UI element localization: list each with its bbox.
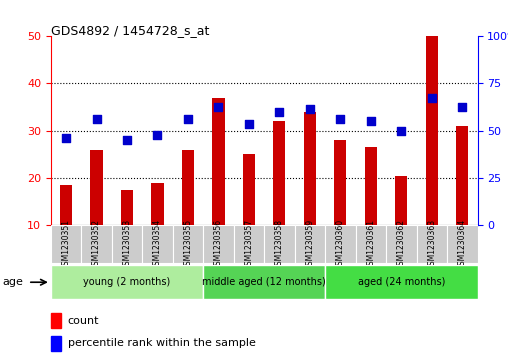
Bar <box>365 147 377 225</box>
Text: young (2 months): young (2 months) <box>83 277 171 287</box>
Bar <box>273 121 285 225</box>
Bar <box>51 336 61 351</box>
Text: GSM1230357: GSM1230357 <box>244 219 253 270</box>
Bar <box>90 150 103 225</box>
Bar <box>325 265 478 299</box>
Text: middle aged (12 months): middle aged (12 months) <box>202 277 326 287</box>
Text: GSM1230352: GSM1230352 <box>92 219 101 270</box>
Point <box>123 137 131 143</box>
Point <box>367 118 375 124</box>
Text: GSM1230359: GSM1230359 <box>305 219 314 270</box>
Bar <box>173 225 203 263</box>
Point <box>458 104 466 110</box>
Text: GSM1230356: GSM1230356 <box>214 219 223 270</box>
Bar <box>234 225 264 263</box>
Text: GSM1230364: GSM1230364 <box>458 219 467 270</box>
Bar <box>395 176 407 225</box>
Text: GSM1230351: GSM1230351 <box>61 219 71 270</box>
Text: GSM1230355: GSM1230355 <box>183 219 193 270</box>
Bar <box>51 313 61 329</box>
Text: GSM1230353: GSM1230353 <box>122 219 132 270</box>
Text: GSM1230360: GSM1230360 <box>336 219 345 270</box>
Bar <box>182 150 194 225</box>
Point <box>214 104 223 110</box>
Point <box>397 128 405 134</box>
Point <box>306 107 314 113</box>
Bar <box>295 225 325 263</box>
Text: count: count <box>68 316 100 326</box>
Bar <box>121 189 133 225</box>
Bar <box>417 225 447 263</box>
Bar <box>212 98 225 225</box>
Bar <box>304 112 316 225</box>
Bar <box>243 154 255 225</box>
Point <box>184 116 192 122</box>
Bar <box>51 265 203 299</box>
Bar <box>203 265 325 299</box>
Point <box>428 95 436 101</box>
Text: GSM1230358: GSM1230358 <box>275 219 284 270</box>
Bar <box>112 225 142 263</box>
Text: age: age <box>3 277 23 287</box>
Text: GSM1230361: GSM1230361 <box>366 219 375 270</box>
Bar <box>60 185 72 225</box>
Bar <box>151 183 164 225</box>
Bar <box>203 225 234 263</box>
Bar <box>447 225 478 263</box>
Text: GSM1230362: GSM1230362 <box>397 219 406 270</box>
Point <box>245 121 253 126</box>
Bar <box>142 225 173 263</box>
Text: aged (24 months): aged (24 months) <box>358 277 445 287</box>
Point <box>153 132 162 138</box>
Text: GDS4892 / 1454728_s_at: GDS4892 / 1454728_s_at <box>51 24 209 37</box>
Point <box>336 116 344 122</box>
Bar <box>51 225 81 263</box>
Text: GSM1230363: GSM1230363 <box>427 219 436 270</box>
Bar <box>264 225 295 263</box>
Bar <box>81 225 112 263</box>
Bar <box>356 225 386 263</box>
Bar <box>334 140 346 225</box>
Point <box>92 116 101 122</box>
Point <box>62 135 70 140</box>
Text: GSM1230354: GSM1230354 <box>153 219 162 270</box>
Bar <box>456 126 468 225</box>
Text: percentile rank within the sample: percentile rank within the sample <box>68 338 256 348</box>
Bar <box>325 225 356 263</box>
Point <box>275 109 283 115</box>
Bar <box>426 36 438 225</box>
Bar <box>386 225 417 263</box>
